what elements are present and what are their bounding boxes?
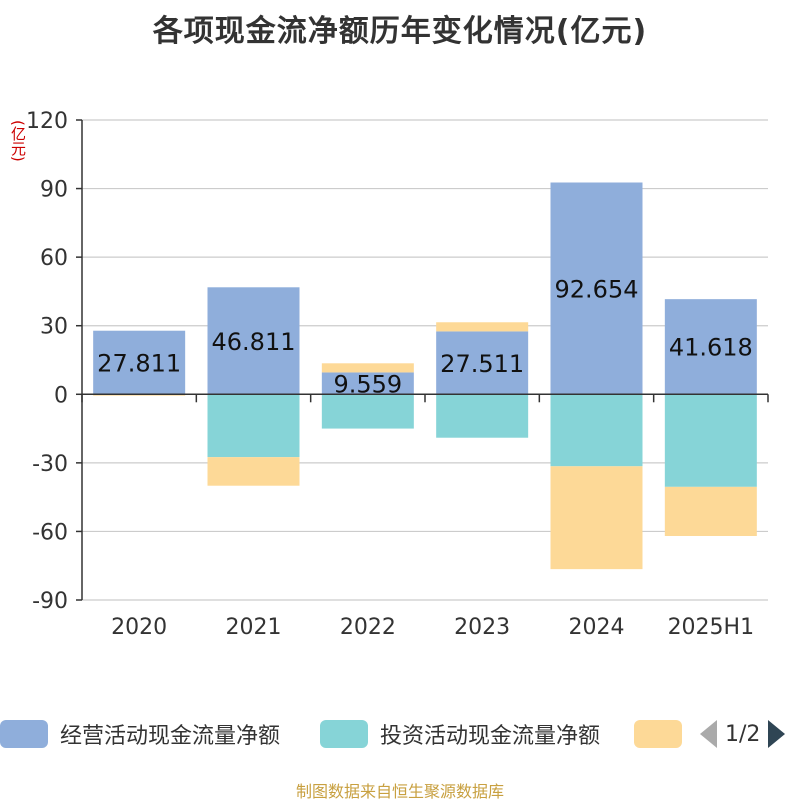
y-tick-label: -30: [32, 452, 68, 477]
x-tick-label-2024: 2024: [569, 615, 625, 640]
bar-series0-2021[interactable]: [207, 287, 300, 395]
x-tick-label-2025H1: 2025H1: [668, 615, 755, 640]
data-label-2023: 27.511: [440, 350, 524, 378]
x-tick-label-2021: 2021: [226, 615, 282, 640]
data-labels: 27.811 46.811 9.559 27.511 92.654 41.618: [97, 275, 753, 398]
source-note: 制图数据来自恒生聚源数据库: [295, 782, 504, 801]
y-tick-label: -60: [32, 520, 68, 545]
bar-series0-2023[interactable]: [436, 331, 529, 395]
data-label-2022: 9.559: [333, 370, 402, 398]
legend-swatch-financing: [634, 720, 682, 748]
bar-series2-2023[interactable]: [436, 322, 529, 332]
x-tick-label-2020: 2020: [111, 615, 167, 640]
bar-series0-2020[interactable]: [93, 330, 186, 395]
y-tick-label: 90: [40, 178, 68, 203]
y-axis-unit-label: (亿元): [9, 120, 27, 162]
legend-label-investing: 投资活动现金流量净额: [380, 724, 601, 749]
bar-series2-2024[interactable]: [550, 466, 643, 570]
axes: 120 90 60 30 0 -30 -60 -90 2020 2021 2022 2023 2024 2…: [26, 109, 769, 640]
legend-prev-page-icon[interactable]: [700, 720, 717, 748]
data-label-2021: 46.811: [212, 328, 296, 356]
bar-series2-2025H1[interactable]: [664, 486, 757, 536]
data-label-2020: 27.811: [97, 350, 181, 378]
legend-label-operating: 经营活动现金流量净额: [60, 724, 281, 749]
gridlines: [82, 119, 768, 601]
legend-item-investing[interactable]: 投资活动现金流量净额: [320, 716, 600, 752]
bar-series2-2020[interactable]: [93, 394, 186, 396]
legend-pager: 1/2: [700, 716, 786, 752]
legend-swatch-operating: [0, 720, 48, 748]
y-tick-label: 60: [40, 246, 68, 271]
bar-series2-2021[interactable]: [207, 457, 300, 486]
chart-title: 各项现金流净额历年变化情况(亿元): [152, 14, 648, 49]
y-tick-label: 0: [54, 383, 68, 408]
legend-swatch-investing: [320, 720, 368, 748]
legend-page-indicator: 1/2: [725, 721, 761, 747]
bar-series1-2023[interactable]: [436, 394, 529, 438]
y-tick-label: 120: [26, 109, 68, 134]
bar-series0-2025H1[interactable]: [664, 299, 757, 395]
legend-next-page-icon[interactable]: [768, 720, 786, 748]
y-tick-label: 30: [40, 315, 68, 340]
bar-series0-2024[interactable]: [550, 182, 643, 395]
legend-item-operating[interactable]: 经营活动现金流量净额: [0, 716, 280, 752]
bars: [93, 182, 757, 570]
bar-series2-2022[interactable]: [321, 363, 414, 373]
data-label-2025H1: 41.618: [669, 334, 753, 362]
bar-series1-2021[interactable]: [207, 394, 300, 458]
legend: 经营活动现金流量净额 投资活动现金流量净额: [0, 716, 800, 756]
bar-series1-2025H1[interactable]: [664, 394, 757, 487]
legend-item-financing[interactable]: [634, 716, 682, 752]
x-tick-label-2023: 2023: [454, 615, 510, 640]
bar-series1-2024[interactable]: [550, 394, 643, 467]
bar-series0-2022[interactable]: [321, 372, 414, 395]
data-label-2024: 92.654: [555, 275, 639, 303]
y-tick-label: -90: [32, 589, 68, 614]
x-tick-label-2022: 2022: [340, 615, 396, 640]
bar-series1-2022[interactable]: [321, 394, 414, 429]
